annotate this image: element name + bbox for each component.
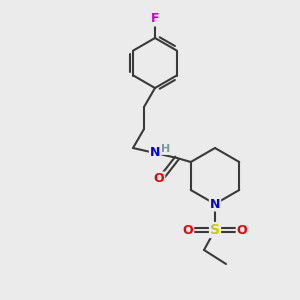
Text: S: S — [210, 223, 220, 237]
Text: N: N — [210, 197, 220, 211]
Text: O: O — [183, 224, 193, 236]
Text: O: O — [154, 172, 164, 185]
Text: O: O — [237, 224, 247, 236]
Text: N: N — [150, 146, 160, 160]
Text: F: F — [151, 13, 159, 26]
Text: H: H — [161, 144, 171, 154]
